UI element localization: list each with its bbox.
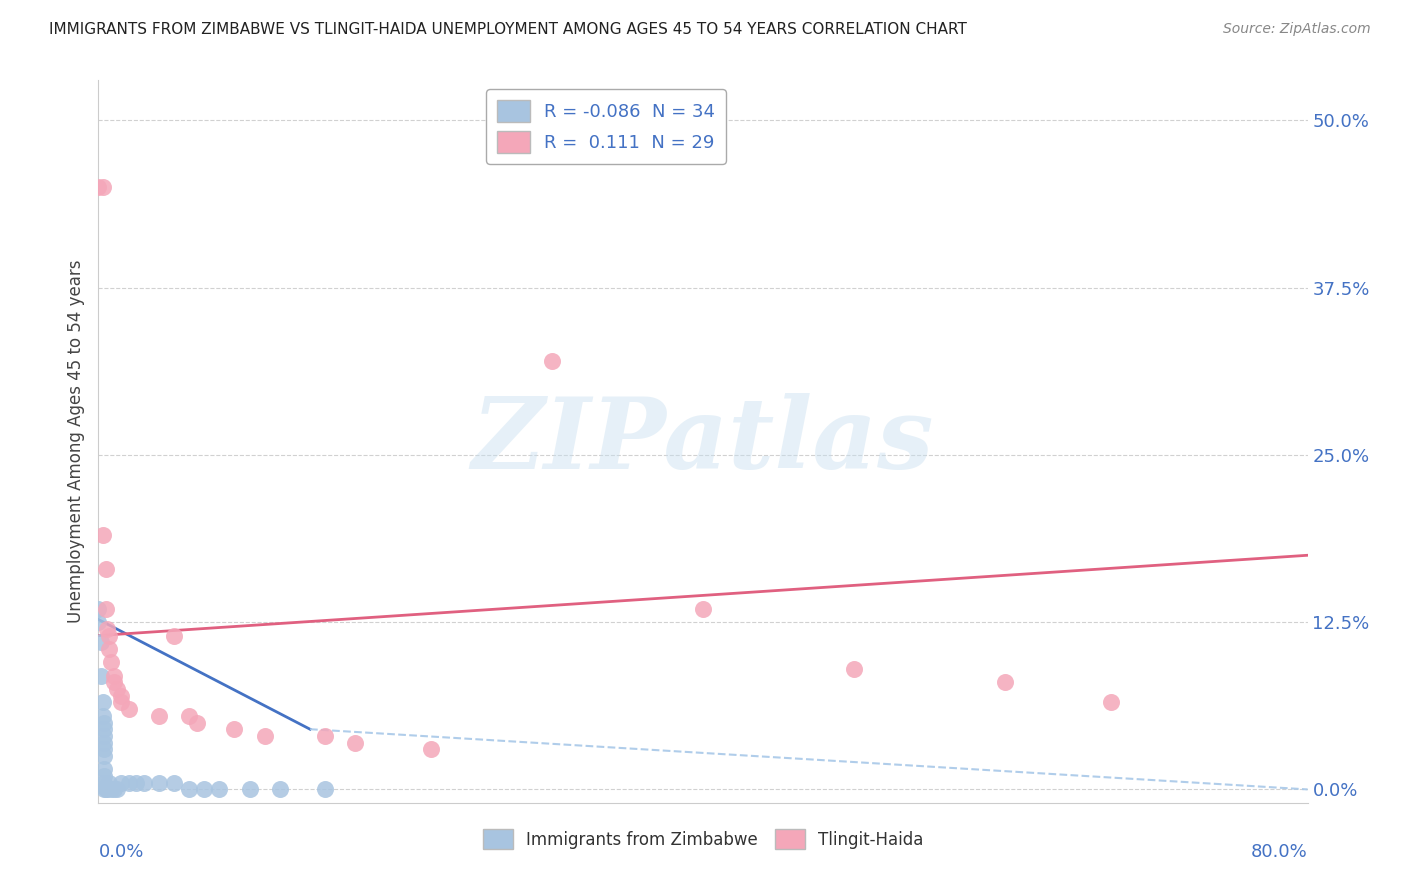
Point <box>98 642 121 657</box>
Point <box>269 782 291 797</box>
Point <box>118 776 141 790</box>
Point <box>844 662 866 676</box>
Point <box>98 776 121 790</box>
Point <box>110 696 132 710</box>
Text: 80.0%: 80.0% <box>1251 843 1308 861</box>
Point <box>103 675 125 690</box>
Point <box>100 655 122 669</box>
Text: IMMIGRANTS FROM ZIMBABWE VS TLINGIT-HAIDA UNEMPLOYMENT AMONG AGES 45 TO 54 YEARS: IMMIGRANTS FROM ZIMBABWE VS TLINGIT-HAID… <box>49 22 967 37</box>
Point <box>110 776 132 790</box>
Point <box>90 635 112 649</box>
Point <box>179 708 201 723</box>
Point <box>692 602 714 616</box>
Point <box>91 528 114 542</box>
Point <box>314 729 336 743</box>
Point <box>105 782 128 797</box>
Point <box>93 782 115 797</box>
Point <box>91 180 114 194</box>
Point <box>105 682 128 697</box>
Point <box>239 782 262 797</box>
Point <box>93 729 115 743</box>
Text: 0.0%: 0.0% <box>98 843 143 861</box>
Point <box>103 782 125 797</box>
Point <box>93 715 115 730</box>
Point <box>148 708 170 723</box>
Point <box>91 708 114 723</box>
Point <box>93 723 115 737</box>
Point <box>179 782 201 797</box>
Point <box>93 769 115 783</box>
Point <box>96 622 118 636</box>
Point <box>132 776 155 790</box>
Point <box>208 782 231 797</box>
Point <box>110 689 132 703</box>
Point <box>103 669 125 683</box>
Point <box>93 762 115 776</box>
Point <box>93 749 115 764</box>
Point <box>100 782 122 797</box>
Point <box>96 782 118 797</box>
Point <box>118 702 141 716</box>
Point <box>94 782 117 797</box>
Point <box>314 782 336 797</box>
Point <box>163 776 186 790</box>
Point <box>994 675 1017 690</box>
Point <box>186 715 208 730</box>
Point <box>94 562 117 576</box>
Point <box>253 729 276 743</box>
Point <box>344 735 367 749</box>
Point <box>87 615 110 630</box>
Text: ZIPatlas: ZIPatlas <box>472 393 934 490</box>
Y-axis label: Unemployment Among Ages 45 to 54 years: Unemployment Among Ages 45 to 54 years <box>66 260 84 624</box>
Point <box>94 602 117 616</box>
Point <box>98 628 121 642</box>
Point <box>193 782 215 797</box>
Point <box>540 354 562 368</box>
Point <box>87 602 110 616</box>
Point <box>1099 696 1122 710</box>
Point <box>163 628 186 642</box>
Point <box>91 696 114 710</box>
Point <box>224 723 246 737</box>
Legend: Immigrants from Zimbabwe, Tlingit-Haida: Immigrants from Zimbabwe, Tlingit-Haida <box>477 822 929 856</box>
Point <box>125 776 148 790</box>
Point <box>93 735 115 749</box>
Point <box>93 776 115 790</box>
Point <box>90 669 112 683</box>
Point <box>420 742 443 756</box>
Point <box>93 742 115 756</box>
Text: Source: ZipAtlas.com: Source: ZipAtlas.com <box>1223 22 1371 37</box>
Point <box>87 180 110 194</box>
Point <box>148 776 170 790</box>
